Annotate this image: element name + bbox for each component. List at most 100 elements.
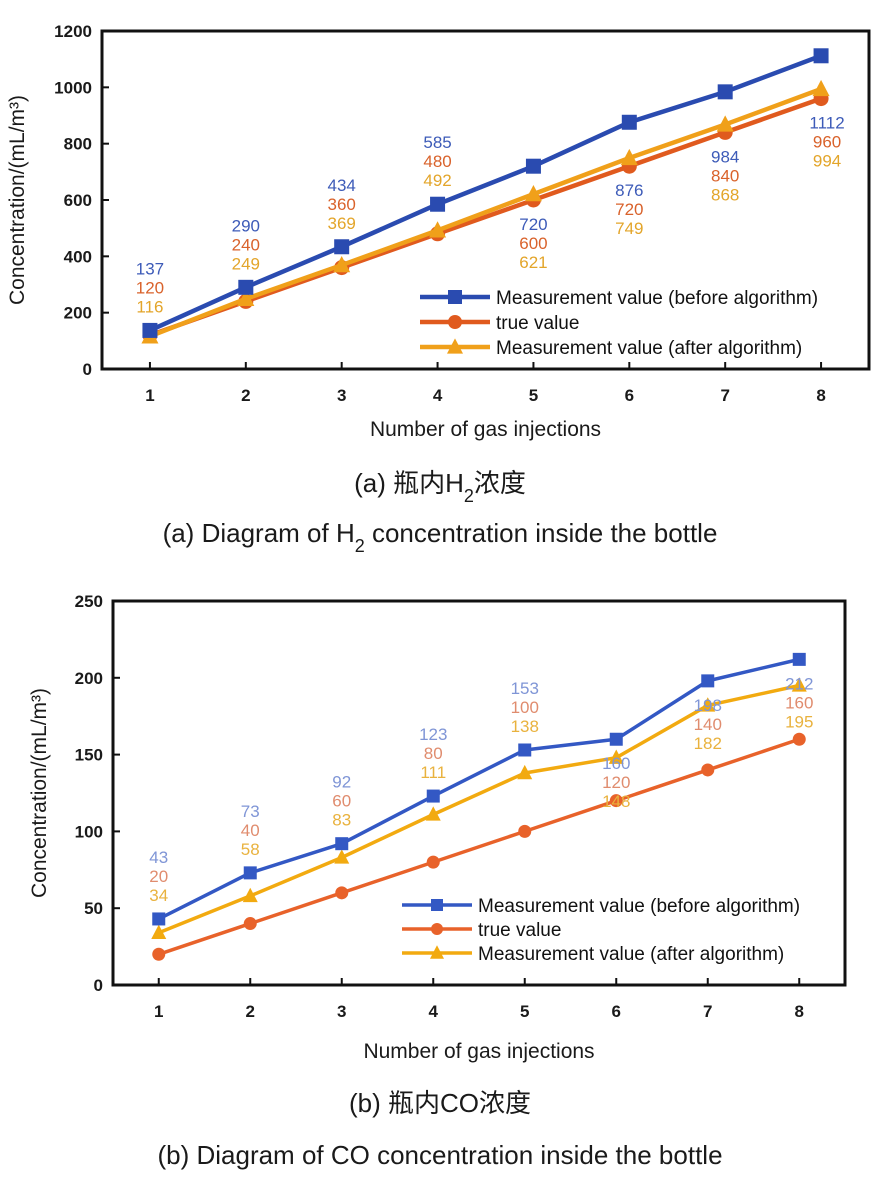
data-label: 984: [711, 147, 739, 166]
data-label: 60: [332, 792, 351, 811]
data-point: [518, 743, 532, 757]
data-label: 43: [149, 848, 168, 867]
data-point: [334, 239, 350, 255]
caption-subscript: 2: [355, 536, 365, 556]
data-point: [333, 255, 351, 273]
data-label: 195: [785, 712, 813, 731]
x-tick-label: 4: [429, 1002, 439, 1021]
legend-marker: [431, 899, 443, 911]
data-point: [609, 794, 623, 808]
series-line: [149, 53, 822, 333]
data-point: [620, 148, 638, 166]
data-point: [335, 886, 349, 900]
data-label: 749: [615, 219, 643, 238]
y-tick-label: 0: [83, 360, 92, 379]
legend: Measurement value (before algorithm) true…: [420, 288, 818, 359]
series-square: [142, 48, 829, 338]
caption-text: (a) 瓶内H: [354, 468, 464, 498]
series-line: [149, 86, 822, 339]
data-point: [701, 763, 715, 777]
series-line: [158, 683, 800, 935]
data-label: 148: [602, 792, 630, 811]
caption-text: (b) Diagram of CO concentration inside t…: [157, 1140, 722, 1170]
data-point: [425, 806, 441, 821]
data-point: [792, 652, 806, 666]
legend-marker: [448, 290, 462, 304]
data-label: 120: [602, 773, 630, 792]
y-tick-label: 0: [94, 976, 103, 995]
data-label: 240: [232, 235, 260, 254]
data-point: [700, 697, 716, 712]
data-label: 249: [232, 254, 260, 273]
x-tick-label: 1: [154, 1002, 163, 1021]
x-tick-label: 2: [246, 1002, 255, 1021]
y-tick-label: 250: [75, 592, 103, 611]
data-label: 198: [694, 696, 722, 715]
series-line: [157, 657, 800, 921]
y-tick-label: 400: [64, 247, 92, 266]
data-point: [152, 947, 166, 961]
data-label: 160: [785, 693, 813, 712]
data-point: [792, 732, 806, 746]
data-point: [426, 855, 440, 869]
data-label: 585: [423, 133, 451, 152]
legend-label: Measurement value (before algorithm): [478, 896, 800, 917]
legend-label: Measurement value (before algorithm): [496, 288, 818, 309]
data-label: 58: [241, 840, 260, 859]
x-tick-label: 1: [145, 386, 154, 405]
x-tick-label: 8: [795, 1002, 804, 1021]
data-label: 140: [694, 715, 722, 734]
data-label: 137: [136, 259, 164, 278]
series-triangle: [151, 677, 807, 939]
caption-english: (b) Diagram of CO concentration inside t…: [157, 1140, 722, 1170]
data-point: [426, 789, 440, 803]
caption-text: (b) 瓶内CO浓度: [349, 1088, 531, 1118]
data-point: [238, 279, 254, 295]
data-label: 960: [813, 133, 841, 152]
series-circle: [152, 732, 806, 961]
series-line: [149, 96, 822, 338]
x-tick-label: 5: [520, 1002, 529, 1021]
data-point: [701, 674, 715, 688]
plot-frame: [111, 599, 847, 987]
x-tick-label: 2: [241, 386, 250, 405]
x-axis-label: Number of gas injections: [363, 1040, 594, 1063]
data-label: 20: [149, 867, 168, 886]
data-label: 290: [232, 216, 260, 235]
x-tick-label: 3: [337, 386, 346, 405]
data-point: [243, 917, 257, 931]
data-label: 876: [615, 181, 643, 200]
data-point: [243, 866, 257, 880]
data-point: [791, 677, 807, 692]
data-label: 123: [419, 725, 447, 744]
data-label: 116: [136, 297, 163, 316]
caption-english: (a) Diagram of H2 concentration inside t…: [163, 518, 718, 556]
data-label: 182: [694, 734, 722, 753]
data-point: [812, 79, 830, 97]
series-square: [152, 652, 806, 926]
legend-marker: [431, 923, 443, 935]
data-point: [152, 912, 166, 926]
data-point: [717, 84, 733, 100]
legend-marker: [430, 945, 444, 959]
caption-chinese: (a) 瓶内H2浓度: [354, 468, 526, 506]
caption-chinese: (b) 瓶内CO浓度: [349, 1088, 531, 1118]
legend-item: true value: [402, 920, 561, 941]
caption-text: 浓度: [474, 468, 526, 498]
y-tick-label: 800: [64, 135, 92, 154]
x-tick-label: 7: [703, 1002, 712, 1021]
data-label: 868: [711, 185, 739, 204]
x-tick-label: 8: [816, 386, 825, 405]
x-tick-label: 6: [612, 1002, 621, 1021]
data-label: 40: [241, 821, 260, 840]
data-label: 369: [328, 214, 356, 233]
data-point: [608, 749, 624, 764]
caption-text: concentration inside the bottle: [365, 518, 718, 548]
caption-text: (a) Diagram of H: [163, 518, 355, 548]
y-axis-label: Concentration/(mL/m³): [28, 688, 51, 898]
y-tick-label: 50: [84, 899, 103, 918]
data-label: 153: [511, 679, 539, 698]
data-label: 212: [785, 674, 813, 693]
data-label: 138: [511, 717, 539, 736]
data-point: [517, 764, 533, 780]
